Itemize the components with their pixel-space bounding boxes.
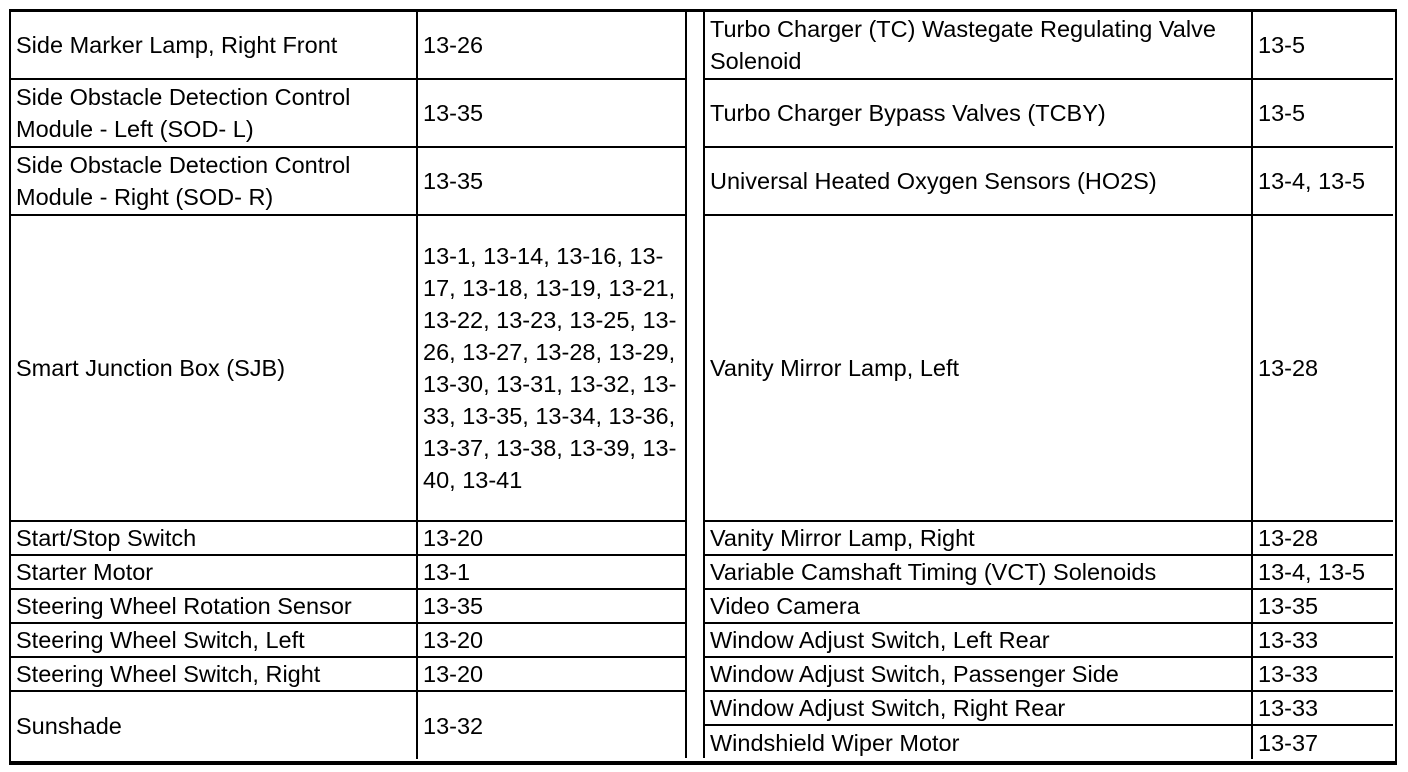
- page-reference-cell: 13-1, 13-14, 13-16, 13-17, 13-18, 13-19,…: [416, 214, 686, 522]
- table-row: Steering Wheel Switch, Right 13-20: [11, 656, 686, 692]
- component-name-cell: Smart Junction Box (SJB): [11, 214, 418, 522]
- component-name-cell: Turbo Charger Bypass Valves (TCBY): [705, 78, 1253, 148]
- page-reference-cell: 13-26: [416, 12, 686, 80]
- column-divider: [703, 12, 705, 758]
- component-name-cell: Side Marker Lamp, Right Front: [11, 12, 418, 80]
- table-row: Window Adjust Switch, Right Rear 13-33: [705, 690, 1393, 726]
- component-name-cell: Universal Heated Oxygen Sensors (HO2S): [705, 146, 1253, 216]
- table-row: Steering Wheel Switch, Left 13-20: [11, 622, 686, 658]
- table-row: Turbo Charger (TC) Wastegate Regulating …: [705, 12, 1393, 80]
- page-reference-cell: 13-4, 13-5: [1251, 554, 1393, 590]
- page-reference-cell: 13-33: [1251, 622, 1393, 658]
- page-reference-cell: 13-20: [416, 656, 686, 692]
- table-row: Starter Motor 13-1: [11, 554, 686, 590]
- table-row: Window Adjust Switch, Left Rear 13-33: [705, 622, 1393, 658]
- page-reference-cell: 13-33: [1251, 690, 1393, 726]
- table-row: Vanity Mirror Lamp, Left 13-28: [705, 214, 1393, 522]
- page-reference-cell: 13-4, 13-5: [1251, 146, 1393, 216]
- table-row: Universal Heated Oxygen Sensors (HO2S) 13…: [705, 146, 1393, 216]
- table-row: Side Obstacle Detection Control Module -…: [11, 146, 686, 216]
- page-reference-cell: 13-35: [416, 146, 686, 216]
- table-row: Turbo Charger Bypass Valves (TCBY) 13-5: [705, 78, 1393, 148]
- component-name-cell: Window Adjust Switch, Left Rear: [705, 622, 1253, 658]
- column-divider: [685, 12, 687, 758]
- component-name-cell: Windshield Wiper Motor: [705, 724, 1253, 759]
- page-reference-cell: 13-35: [416, 588, 686, 624]
- component-name-cell: Video Camera: [705, 588, 1253, 624]
- component-name-cell: Sunshade: [11, 690, 418, 759]
- index-table-frame: [9, 9, 1397, 765]
- component-name-cell: Window Adjust Switch, Passenger Side: [705, 656, 1253, 692]
- table-row: Steering Wheel Rotation Sensor 13-35: [11, 588, 686, 624]
- page-reference-cell: 13-5: [1251, 78, 1393, 148]
- component-name-cell: Start/Stop Switch: [11, 520, 418, 556]
- page-reference-cell: 13-20: [416, 520, 686, 556]
- component-name-cell: Turbo Charger (TC) Wastegate Regulating …: [705, 12, 1253, 80]
- component-name-cell: Vanity Mirror Lamp, Left: [705, 214, 1253, 522]
- left-index-table: Side Marker Lamp, Right Front 13-26 Side O…: [11, 12, 686, 759]
- page-reference-cell: 13-1: [416, 554, 686, 590]
- component-name-cell: Side Obstacle Detection Control Module -…: [11, 146, 418, 216]
- page-reference-cell: 13-33: [1251, 656, 1393, 692]
- page-reference-cell: 13-35: [416, 78, 686, 148]
- table-row: Variable Camshaft Timing (VCT) Solenoids…: [705, 554, 1393, 590]
- table-row: Side Marker Lamp, Right Front 13-26: [11, 12, 686, 80]
- table-row: Smart Junction Box (SJB) 13-1, 13-14, 13-…: [11, 214, 686, 522]
- component-name-cell: Window Adjust Switch, Right Rear: [705, 690, 1253, 726]
- component-name-cell: Steering Wheel Switch, Right: [11, 656, 418, 692]
- page-reference-cell: 13-20: [416, 622, 686, 658]
- table-row: Windshield Wiper Motor 13-37: [705, 724, 1393, 759]
- page-reference-cell: 13-28: [1251, 214, 1393, 522]
- table-row: Window Adjust Switch, Passenger Side 13-3…: [705, 656, 1393, 692]
- component-name-cell: Steering Wheel Switch, Left: [11, 622, 418, 658]
- table-row: Start/Stop Switch 13-20: [11, 520, 686, 556]
- component-name-cell: Starter Motor: [11, 554, 418, 590]
- table-row: Vanity Mirror Lamp, Right 13-28: [705, 520, 1393, 556]
- page-reference-cell: 13-32: [416, 690, 686, 759]
- table-row: Side Obstacle Detection Control Module -…: [11, 78, 686, 148]
- right-index-table: Turbo Charger (TC) Wastegate Regulating …: [705, 12, 1393, 759]
- page-reference-cell: 13-35: [1251, 588, 1393, 624]
- page-reference-cell: 13-5: [1251, 12, 1393, 80]
- page-reference-cell: 13-37: [1251, 724, 1393, 759]
- component-name-cell: Steering Wheel Rotation Sensor: [11, 588, 418, 624]
- table-row: Video Camera 13-35: [705, 588, 1393, 624]
- component-name-cell: Vanity Mirror Lamp, Right: [705, 520, 1253, 556]
- component-name-cell: Side Obstacle Detection Control Module -…: [11, 78, 418, 148]
- page-reference-cell: 13-28: [1251, 520, 1393, 556]
- component-name-cell: Variable Camshaft Timing (VCT) Solenoids: [705, 554, 1253, 590]
- table-row: Sunshade 13-32: [11, 690, 686, 759]
